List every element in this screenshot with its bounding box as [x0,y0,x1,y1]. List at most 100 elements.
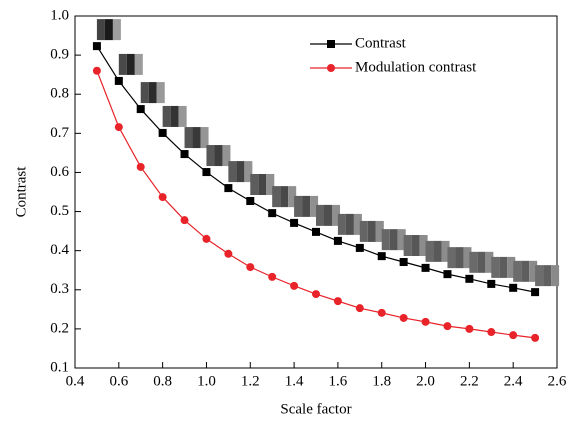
data-point [333,297,342,306]
x-tick-label: 0.6 [109,373,128,389]
grating-patch [543,265,552,287]
data-point [180,150,189,159]
grating-patch [302,195,311,217]
x-tick-label: 2.0 [416,373,435,389]
grating-patch [266,173,275,195]
grating-patch [389,229,398,251]
grating-patch [162,105,171,127]
data-point [290,281,299,290]
grating-patch [258,173,267,195]
grating-patch [469,251,478,273]
grating-patch [170,105,179,127]
grating-patch [529,260,538,282]
grating-patch [112,19,121,41]
grating-patch [272,186,281,208]
data-point [377,308,386,317]
grating-patch [280,186,289,208]
data-point [290,218,299,227]
y-tick-label: 1.0 [50,7,69,23]
data-point [180,216,189,225]
grating-patch [118,53,127,75]
x-tick-label: 2.4 [504,373,523,389]
y-tick-label: 0.3 [50,281,69,297]
grating-patch [228,161,237,183]
grating-patch [236,161,245,183]
grating-patch [419,235,428,257]
data-point [333,236,342,245]
x-tick-label: 1.2 [241,373,260,389]
grating-patch [441,240,450,262]
grating-patch [104,19,113,41]
grating-patch [521,260,530,282]
data-point [246,196,255,205]
grating-patch [463,247,472,269]
grating-patch [200,127,209,149]
x-axis-label: Scale factor [280,401,351,417]
y-tick-label: 0.8 [50,86,69,102]
grating-patch [250,173,259,195]
y-tick-label: 0.9 [50,47,69,63]
grating-patch [513,260,522,282]
grating-patch [411,235,420,257]
data-point [465,324,474,333]
grating-patch [507,256,516,278]
data-point [202,168,211,177]
data-point [224,184,233,193]
grating-patch [485,251,494,273]
grating-patch [455,247,464,269]
grating-patch [332,204,340,226]
x-tick-label: 2.2 [460,373,479,389]
grating-patch [288,186,297,208]
x-tick-label: 2.6 [548,373,567,389]
data-point [465,274,474,283]
y-tick-label: 0.4 [50,242,69,258]
y-tick-label: 0.5 [50,203,69,219]
x-tick-label: 1.4 [285,373,304,389]
grating-patch [148,82,157,104]
legend-marker [327,40,335,48]
data-point [268,209,277,218]
grating-patch [192,127,201,149]
grating-patch [214,145,223,167]
grating-patch [156,82,165,104]
grating-patch [184,127,193,149]
grating-patch [96,19,105,41]
data-point [377,252,386,261]
data-point [92,66,101,75]
data-point [531,288,540,297]
data-point [136,105,145,114]
x-tick-label: 1.0 [197,373,216,389]
legend-label: Modulation contrast [355,59,477,75]
grating-patch [178,105,187,127]
data-point [136,162,145,171]
data-point [312,227,320,236]
data-point [487,279,496,288]
grating-patch [345,213,354,235]
grating-patch [397,229,406,251]
grating-patch [324,204,332,226]
data-point [158,128,167,137]
grating-patch [206,145,215,167]
y-tick-label: 0.7 [50,125,69,141]
data-point [246,263,255,272]
data-point [355,304,364,313]
data-point [509,331,518,340]
data-point [443,270,452,279]
grating-patch [425,240,434,262]
x-tick-label: 0.8 [153,373,172,389]
grating-patch [403,235,412,257]
data-point [399,258,408,267]
y-axis-label: Contrast [13,166,29,218]
data-point [399,313,408,322]
data-point [487,328,496,337]
x-tick-label: 1.6 [329,373,348,389]
grating-patch [491,256,500,278]
grating-patch [499,256,508,278]
data-point [421,317,430,326]
data-point [114,123,123,132]
grating-patch [551,265,560,287]
data-point [421,263,430,272]
grating-patch [375,220,384,242]
y-tick-label: 0.2 [50,320,69,336]
